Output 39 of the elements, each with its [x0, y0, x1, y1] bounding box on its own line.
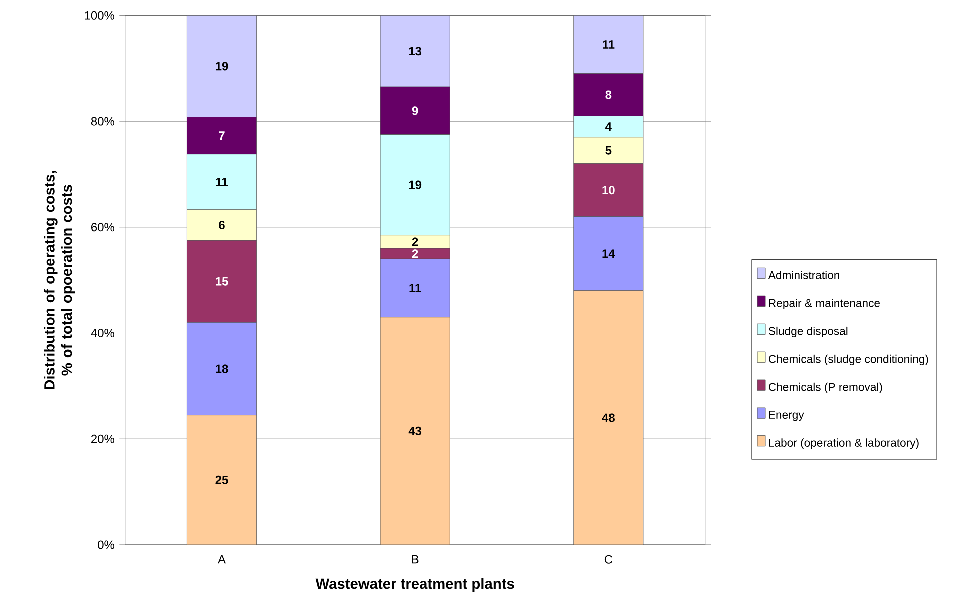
y-tick-label: 100%	[85, 11, 115, 20]
legend-label: Repair & maintenance	[769, 298, 880, 310]
data-label: 9	[412, 106, 418, 116]
data-label: 6	[219, 221, 225, 230]
legend-label: Energy	[769, 411, 804, 422]
data-label: 13	[409, 47, 422, 56]
data-label: 11	[410, 284, 422, 292]
data-label: 14	[602, 250, 616, 258]
data-label: 25	[216, 476, 228, 484]
data-label: 2	[412, 250, 418, 258]
x-axis-title: Wastewater treatment plants	[316, 578, 514, 592]
y-axis-title: Distribution of operating costs, % of total opoeration costs	[44, 171, 76, 390]
legend-label: Chemicals (P removal)	[768, 382, 882, 394]
data-label: 48	[602, 414, 615, 422]
legend-label: Administration	[768, 271, 840, 280]
data-label: 43	[408, 426, 422, 436]
legend-label: Sludge disposal	[768, 326, 848, 338]
legend-label: Chemicals (sludge conditioning)	[768, 354, 928, 366]
data-label: 8	[606, 90, 612, 100]
data-label: 7	[219, 132, 225, 140]
x-tick-label: A	[218, 555, 226, 564]
data-label: 19	[409, 180, 422, 190]
data-label: 2	[412, 238, 418, 246]
data-label: 4	[606, 122, 612, 131]
x-tick-label: B	[412, 555, 419, 564]
y-tick-label: 40%	[91, 329, 115, 338]
data-label: 18	[216, 364, 228, 374]
data-label: 11	[216, 178, 228, 186]
data-label: 15	[216, 277, 228, 286]
x-tick-label: C	[604, 555, 613, 564]
data-label: 5	[606, 146, 612, 155]
data-label: 19	[216, 62, 228, 71]
y-tick-label: 60%	[92, 223, 115, 232]
y-tick-label: 0%	[98, 540, 115, 550]
legend-label: Labor (operation & laboratory)	[769, 438, 919, 450]
data-label: 11	[603, 40, 615, 49]
data-label: 10	[602, 186, 615, 195]
y-tick-label: 80%	[91, 117, 115, 126]
y-tick-label: 20%	[92, 434, 115, 444]
